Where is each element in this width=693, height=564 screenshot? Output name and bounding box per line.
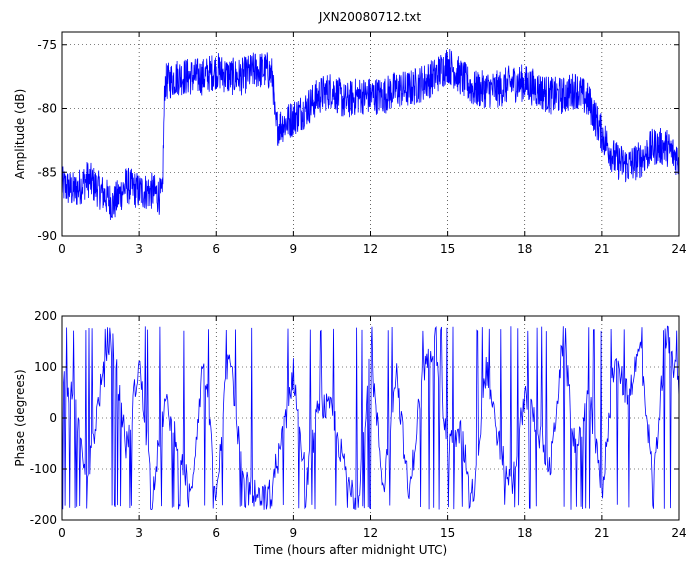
y-tick-label: -200 xyxy=(30,513,57,527)
phase-panel: 0 3 6 9 12 15 18 21 24 -200 -100 0 100 200 Phase (degr… xyxy=(13,309,687,557)
x-tick-label: 9 xyxy=(290,526,298,540)
x-tick-label: 12 xyxy=(363,242,378,256)
x-tick-label: 15 xyxy=(440,526,455,540)
x-tick-label: 18 xyxy=(517,242,532,256)
axes-box xyxy=(61,31,680,237)
y-tick-label: -100 xyxy=(30,462,57,476)
x-tick-label: 24 xyxy=(671,526,686,540)
x-tick-label: 9 xyxy=(290,242,298,256)
x-tick-label: 21 xyxy=(594,242,609,256)
x-tick-label: 6 xyxy=(212,242,220,256)
phase-x-axis-label: Time (hours after midnight UTC) xyxy=(253,543,447,557)
x-tick-label: 18 xyxy=(517,526,532,540)
x-tick-label: 0 xyxy=(58,242,66,256)
x-tick-label: 0 xyxy=(58,526,66,540)
data-series-line xyxy=(62,48,679,221)
y-tick-label: 200 xyxy=(34,309,57,323)
x-tick-label: 15 xyxy=(440,242,455,256)
amplitude-panel: 0 3 6 9 12 15 18 21 24 -90 -85 -80 -75 Amplitude (dB) xyxy=(13,31,687,256)
y-tick-label: -85 xyxy=(37,165,57,179)
chart-title: JXN20080712.txt xyxy=(318,10,421,24)
amplitude-y-axis-label: Amplitude (dB) xyxy=(13,89,27,180)
x-tick-label: 12 xyxy=(363,526,378,540)
y-tick-label: 0 xyxy=(49,411,57,425)
x-tick-label: 6 xyxy=(212,526,220,540)
y-tick-label: -80 xyxy=(37,102,57,116)
y-tick-label: -90 xyxy=(37,229,57,243)
x-tick-label: 3 xyxy=(135,242,143,256)
phase-y-axis-label: Phase (degrees) xyxy=(13,369,27,466)
data-series-line xyxy=(62,325,679,510)
y-tick-label: 100 xyxy=(34,360,57,374)
x-tick-label: 24 xyxy=(671,242,686,256)
y-tick-label: -75 xyxy=(37,38,57,52)
x-tick-label: 21 xyxy=(594,526,609,540)
x-tick-label: 3 xyxy=(135,526,143,540)
